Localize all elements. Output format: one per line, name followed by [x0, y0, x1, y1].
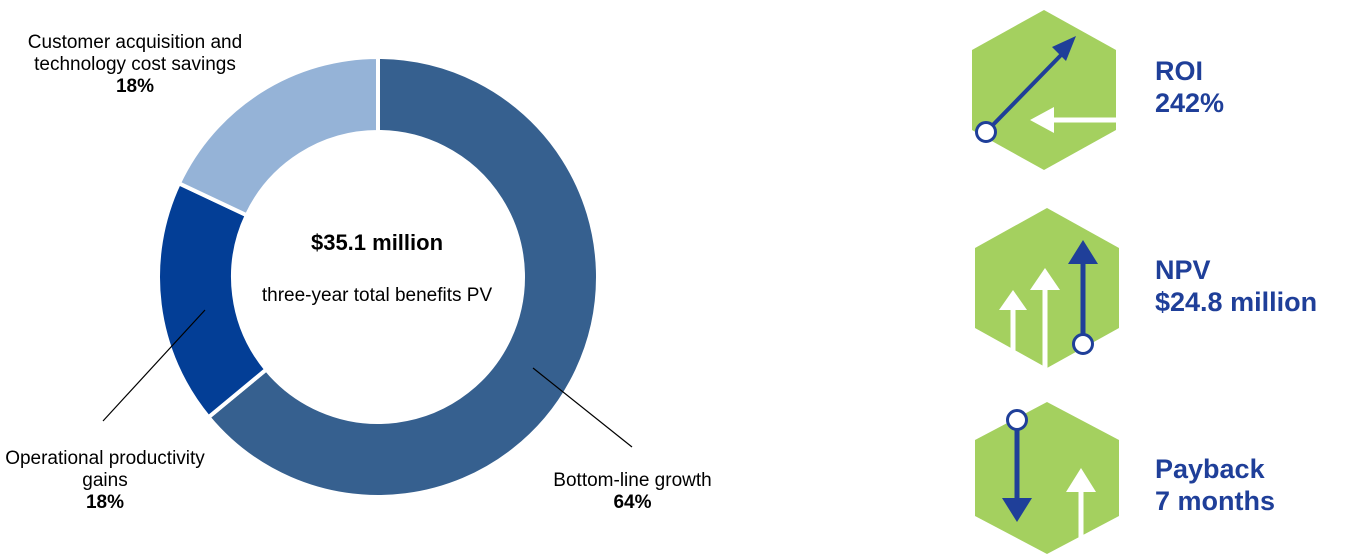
donut-chart [102, 54, 633, 499]
label-customer-text: Customer acquisition and technology cost… [27, 32, 243, 75]
payback-arrows-icon [975, 402, 1119, 554]
metric-roi: ROI 242% [1155, 55, 1224, 119]
donut-slice-2 [176, 54, 380, 218]
leader-line-operational [102, 309, 206, 422]
metric-npv-value: $24.8 million [1155, 287, 1318, 317]
donut-slices [156, 54, 600, 499]
leader-line-bottom [532, 367, 633, 448]
label-operational-productivity: Operational productivity gains 18% [5, 448, 205, 514]
label-customer-acquisition: Customer acquisition and technology cost… [10, 32, 260, 98]
metric-payback-label: Payback [1155, 454, 1265, 484]
label-bottom-text: Bottom-line growth [553, 470, 712, 491]
label-operational-pct: 18% [85, 492, 125, 513]
roi-arrow-icon [972, 10, 1116, 170]
label-operational-text: Operational productivity gains [5, 448, 205, 491]
metric-payback: Payback 7 months [1155, 453, 1275, 517]
label-bottom-line-growth: Bottom-line growth 64% [540, 470, 725, 514]
leader-lines [102, 309, 633, 448]
label-customer-pct: 18% [115, 76, 155, 97]
metric-roi-value: 242% [1155, 88, 1225, 118]
label-bottom-pct: 64% [613, 492, 652, 513]
center-caption: three-year total benefits PV [261, 285, 493, 306]
metric-payback-value: 7 months [1155, 486, 1276, 516]
metric-npv-label: NPV [1155, 255, 1211, 285]
npv-arrows-icon [975, 208, 1119, 368]
center-total: $35.1 million [310, 230, 444, 255]
donut-slice-0 [205, 54, 600, 499]
metric-roi-label: ROI [1155, 56, 1204, 86]
metric-npv: NPV $24.8 million [1155, 254, 1317, 318]
